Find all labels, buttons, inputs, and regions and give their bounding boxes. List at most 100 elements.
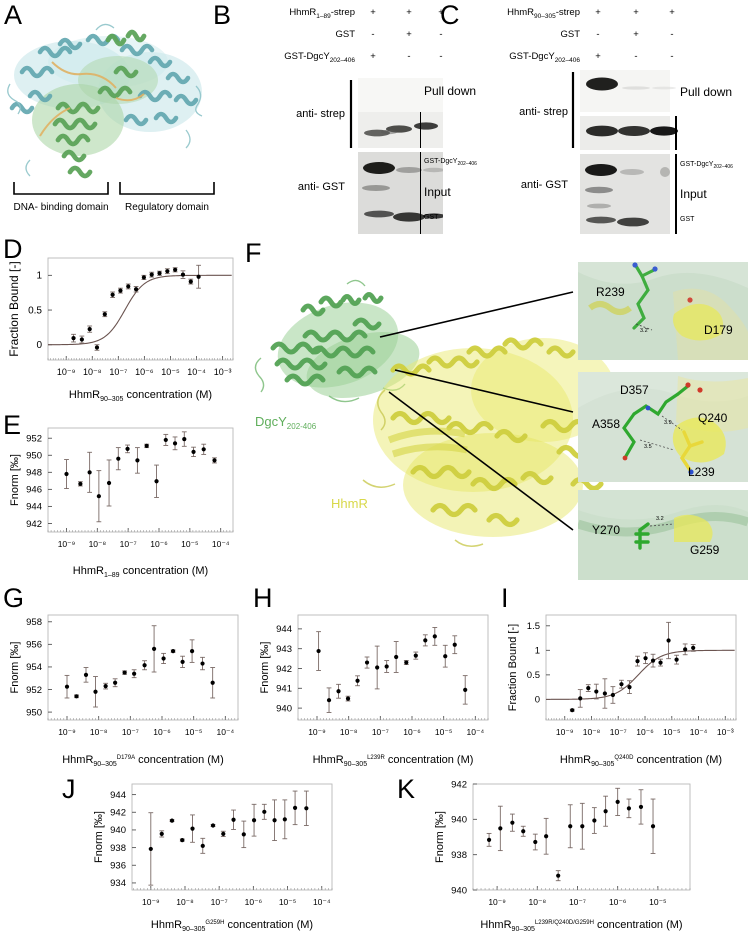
data-point [683,647,688,652]
x-tick-label: 10⁻⁷ [109,367,127,377]
data-point [79,337,84,342]
data-point [116,456,121,461]
data-point [615,799,620,805]
panel-k: K 940 938 940 942 10⁻⁹ 10⁻⁸ 10⁻⁷ 10⁻⁶ 10⁻⁵ Fnorm … [395,772,748,934]
condition-row-label-1: HhmR1–89-strep [289,7,355,20]
data-point [151,646,157,651]
data-point [510,820,515,825]
data-point [251,818,257,823]
data-point [336,689,341,694]
data-point [201,447,206,452]
data-point [165,269,170,274]
data-point [602,691,607,696]
data-point [210,680,215,685]
y-tick-label: 948 [26,468,42,479]
data-point [118,288,123,293]
residue-label-d357: D357 [620,383,649,397]
x-tick-label: 10⁻⁷ [372,727,389,737]
x-axis-label: HhmR90–305 concentration (M) [69,389,212,403]
condition-value: + [595,51,601,62]
panel-c: C HhmR90–305-strep + + + GST - + - GST-D… [440,0,680,238]
condition-value: - [439,29,442,40]
data-point [674,657,679,662]
anti-strep-label: anti- strep [519,106,568,118]
data-point [413,653,418,658]
chart-svg-g: 950 952 954 956 958 10⁻⁹ 10⁻⁸ 10⁻⁷ 10⁻⁶ 10⁻⁵ 10⁻⁴ F… [9,614,239,768]
data-point [643,656,648,661]
data-point [148,846,153,852]
data-point [221,831,226,837]
x-tick-label: 10⁻⁷ [610,727,627,737]
x-axis-label: HhmR90–305G259H concentration (M) [151,919,313,933]
x-tick-label: 10⁻⁶ [403,727,420,737]
distance-label: 3.2 [640,328,648,334]
distance-label: 3.9 [664,420,672,426]
data-points [64,431,217,523]
data-point [570,708,575,713]
x-tick-label: 10⁻⁸ [340,727,358,737]
data-point [180,659,185,664]
y-tick-label: 938 [451,850,467,861]
y-tick-label: 1.5 [527,621,540,632]
data-point [188,279,193,284]
data-point [142,663,147,668]
chart-g: 950 952 954 956 958 10⁻⁹ 10⁻⁸ 10⁻⁷ 10⁻⁶ 10⁻⁵ 10⁻⁴ F… [0,585,250,770]
chart-i: 0 0.5 1 1.5 10⁻⁹ 10⁻⁸ 10⁻⁷ 10⁻⁶ 10⁻⁵ 10⁻⁴ 10⁻³ Frac… [498,585,748,770]
data-point [141,275,146,280]
data-points [71,264,202,351]
y-tick-label: 944 [276,624,292,635]
inset-leader-lines [379,291,574,531]
plot-frame [545,614,737,721]
data-point [594,689,599,694]
data-point [180,837,185,843]
data-point [262,809,267,814]
x-tick-label: 10⁻³ [214,367,232,377]
y-axis-label: Fnorm [‰] [93,811,105,863]
input-label: Input [680,187,707,201]
y-tick-label: 944 [26,502,42,513]
residue-label-g259: G259 [690,543,720,557]
condition-value: - [634,51,637,62]
data-point [375,665,380,670]
y-tick-label: 936 [110,861,126,872]
x-tick-label: 10⁻⁶ [245,897,262,907]
input-label: Input [424,185,451,199]
data-point [666,638,671,643]
x-axis-label: HhmR90–305Q240D concentration (M) [560,754,722,768]
condition-value: - [407,51,410,62]
pull-down-label: Pull down [680,85,732,99]
data-point [394,654,399,660]
y-axis-label: Fnorm [‰] [259,642,271,694]
data-points [316,627,468,713]
panel-a: A [0,0,215,238]
panel-h: H 940 941 942 943 944 10⁻⁹ 10⁻⁸ 10⁻⁷ 10⁻⁶ 10⁻⁵ 10⁻… [250,585,500,770]
x-tick-label: 10⁻⁸ [89,539,107,549]
chart-e: 942 944 946 948 950 952 10⁻⁹ 10⁻⁸ 10⁻⁷ 10⁻⁶ 10⁻⁵ 10… [0,400,245,580]
panel-f-inset-mid: D357 A358 Q240 L239 3.9 3.5 [578,372,748,482]
y-tick-label: 0 [535,695,540,706]
data-point [231,817,236,822]
data-point [521,829,526,834]
x-tick-label: 10⁻⁷ [122,727,139,737]
data-point [173,267,178,272]
data-point [93,689,98,694]
data-point [432,634,437,639]
x-tick-label: 10⁻⁵ [663,727,680,737]
data-point [71,336,76,341]
chart-k: 940 938 940 942 10⁻⁹ 10⁻⁸ 10⁻⁷ 10⁻⁶ 10⁻⁵ Fnorm [‰… [395,772,748,934]
panel-k-label: K [397,774,416,804]
data-point [658,660,663,665]
condition-value: + [370,51,376,62]
x-tick-label: 10⁻⁷ [120,539,137,549]
x-tick-label: 10⁻⁷ [211,897,228,907]
x-tick-label: 10⁻⁴ [467,727,485,737]
y-tick-label: 950 [26,451,42,462]
panel-f-inset-top: R239 D179 3.2 [578,262,748,360]
data-point [172,441,178,446]
data-point [122,670,127,675]
panel-j-label: J [62,774,76,804]
y-tick-label: 952 [26,434,42,445]
data-point [626,806,632,811]
panel-a-label: A [4,0,23,30]
data-point [610,692,616,698]
